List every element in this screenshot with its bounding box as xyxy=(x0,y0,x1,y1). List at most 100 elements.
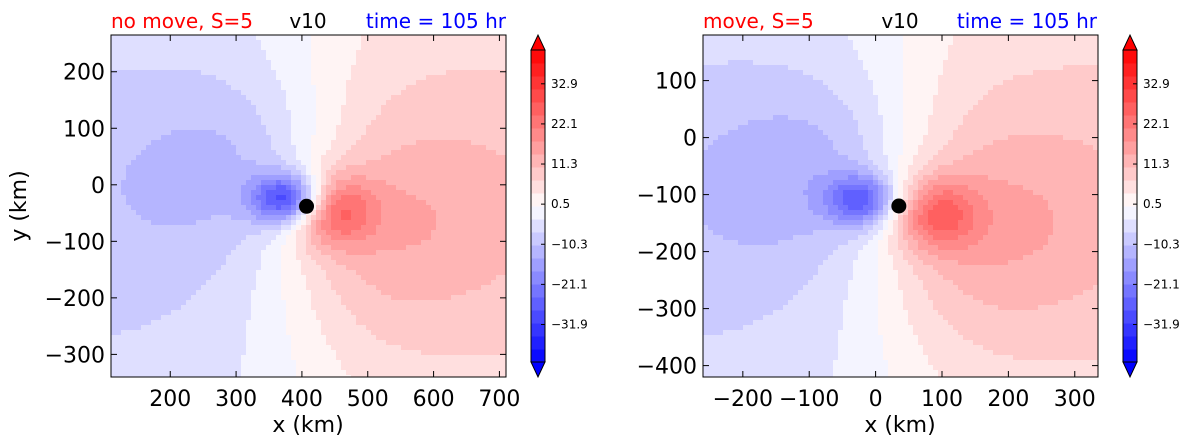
colorbar-segment xyxy=(1123,180,1137,194)
title-left: no move, S=5 xyxy=(111,9,253,33)
colorbar-segment xyxy=(1123,323,1137,337)
x-tick-label: −100 xyxy=(779,387,839,412)
colorbar-extend-min xyxy=(1122,361,1138,379)
y-tick-label: 100 xyxy=(63,117,105,142)
title-right: time = 105 hr xyxy=(957,9,1098,33)
colorbar-frame xyxy=(1122,49,1138,363)
colorbar-tick-label: 11.3 xyxy=(551,157,578,171)
contour-field xyxy=(111,35,506,377)
colorbar-segment xyxy=(531,323,545,337)
colorbar-segment xyxy=(1123,310,1137,324)
colorbar-segment xyxy=(1123,232,1137,246)
colorbar-tick-label: 0.5 xyxy=(1143,197,1162,211)
x-axis-label: x (km) xyxy=(864,413,935,438)
y-axis-label: y (km) xyxy=(7,170,32,241)
y-tick-label: −100 xyxy=(637,184,697,209)
colorbar-segment xyxy=(1123,102,1137,116)
y-axis-ticks: 100 0 −100 −200 −300 −400 xyxy=(637,70,1098,380)
x-tick-label: 500 xyxy=(347,387,389,412)
x-axis-ticks: −200 −100 0 100 200 300 xyxy=(713,35,1096,412)
colorbar-segment xyxy=(531,206,545,220)
colorbar-segment xyxy=(1123,219,1137,233)
colorbar-tick-label: −10.3 xyxy=(551,237,588,251)
colorbar-extend-max xyxy=(530,33,546,51)
x-axis-ticks: 200 300 400 500 600 700 xyxy=(149,35,520,412)
y-tick-label: −400 xyxy=(637,355,697,380)
colorbar-tick-label: 22.1 xyxy=(551,117,578,131)
colorbar-segment xyxy=(1123,258,1137,272)
x-tick-label: 100 xyxy=(921,387,963,412)
colorbar: 32.9 22.1 11.3 0.5 −10.3 −21.1 −31.9 xyxy=(530,33,588,379)
colorbar-segment xyxy=(1123,297,1137,311)
title-center: v10 xyxy=(289,9,326,33)
x-tick-label: 0 xyxy=(869,387,883,412)
y-tick-label: 200 xyxy=(63,61,105,86)
colorbar-segment xyxy=(531,284,545,298)
x-tick-label: 200 xyxy=(149,387,191,412)
x-tick-label: 200 xyxy=(987,387,1029,412)
colorbar-tick-label: −10.3 xyxy=(1143,237,1180,251)
colorbar-ticks: 32.9 22.1 11.3 0.5 −10.3 −21.1 −31.9 xyxy=(1133,77,1180,331)
colorbar-tick-label: 22.1 xyxy=(1143,117,1170,131)
colorbar: 32.9 22.1 11.3 0.5 −10.3 −21.1 −31.9 xyxy=(1122,33,1180,379)
colorbar-segment xyxy=(531,271,545,285)
colorbar-segment xyxy=(1123,115,1137,129)
colorbar-segment xyxy=(531,115,545,129)
colorbar-segment xyxy=(531,297,545,311)
colorbar-segment xyxy=(531,336,545,350)
colorbar-segment xyxy=(531,167,545,181)
colorbar-extend-min xyxy=(530,361,546,379)
colorbar-segment xyxy=(531,50,545,64)
title-right: time = 105 hr xyxy=(366,9,507,33)
colorbar-extend-max xyxy=(1122,33,1138,51)
colorbar-tick-label: −31.9 xyxy=(551,317,588,331)
y-tick-label: 0 xyxy=(91,174,105,199)
colorbar-segment xyxy=(531,180,545,194)
storm-center-marker xyxy=(891,198,907,214)
plot-frame xyxy=(702,34,1099,378)
colorbar-ticks: 32.9 22.1 11.3 0.5 −10.3 −21.1 −31.9 xyxy=(541,77,588,331)
contour-field xyxy=(703,35,1098,377)
colorbar-segment xyxy=(531,76,545,90)
colorbar-segment xyxy=(1123,89,1137,103)
colorbar-segment xyxy=(1123,193,1137,207)
colorbar-tick-label: −31.9 xyxy=(1143,317,1180,331)
y-tick-label: −200 xyxy=(637,241,697,266)
colorbar-segment xyxy=(1123,141,1137,155)
colorbar-segment xyxy=(1123,76,1137,90)
plot-frame xyxy=(110,34,507,378)
colorbar-segment xyxy=(1123,128,1137,142)
y-axis-ticks: 200 100 0 −100 −200 −300 xyxy=(45,61,506,368)
y-tick-label: 0 xyxy=(683,127,697,152)
colorbar-segment xyxy=(531,219,545,233)
colorbar-segment xyxy=(1123,336,1137,350)
panel-no-move: 200 300 400 500 600 700 200 100 0 −100 −200 −300 x… xyxy=(7,9,588,438)
x-tick-label: −200 xyxy=(713,387,773,412)
x-tick-label: 700 xyxy=(478,387,520,412)
x-tick-label: 300 xyxy=(1054,387,1096,412)
colorbar-segment xyxy=(531,141,545,155)
colorbar-segment xyxy=(531,349,545,363)
title-center: v10 xyxy=(881,9,918,33)
colorbar-segment xyxy=(531,245,545,259)
colorbar-frame xyxy=(530,49,546,363)
title-left: move, S=5 xyxy=(703,9,814,33)
colorbar-tick-label: 0.5 xyxy=(551,197,570,211)
colorbar-segment xyxy=(531,193,545,207)
colorbar-segment xyxy=(1123,167,1137,181)
storm-center-marker xyxy=(299,198,315,214)
colorbar-segment xyxy=(531,310,545,324)
colorbar-segment xyxy=(1123,50,1137,64)
colorbar-segment xyxy=(531,102,545,116)
colorbar-segment xyxy=(1123,206,1137,220)
colorbar-segment xyxy=(531,128,545,142)
colorbar-tick-label: 32.9 xyxy=(1143,77,1170,91)
y-tick-label: 100 xyxy=(655,70,697,95)
y-tick-label: −300 xyxy=(45,343,105,368)
colorbar-segment xyxy=(531,154,545,168)
panel-move: −200 −100 0 100 200 300 1000−100−200−300−400 … xyxy=(637,9,1180,438)
colorbar-segment xyxy=(531,232,545,246)
colorbar-tick-label: 32.9 xyxy=(551,77,578,91)
colorbar-tick-label: −21.1 xyxy=(1143,277,1180,291)
